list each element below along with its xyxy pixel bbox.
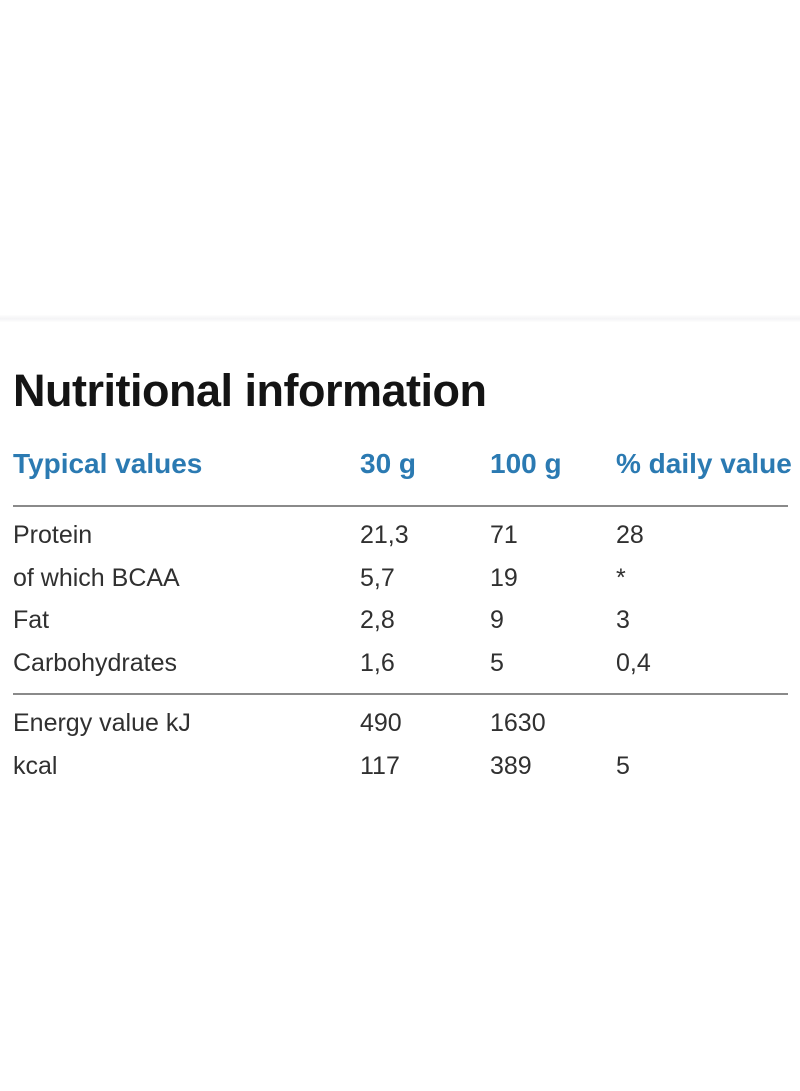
column-header-30g: 30 g — [360, 447, 417, 479]
column-header-typical-values: Typical values — [13, 447, 203, 479]
value-30g: 490 — [360, 709, 402, 738]
column-header-100g: 100 g — [490, 447, 562, 479]
row-label: of which BCAA — [13, 563, 180, 592]
table-row-bcaa: of which BCAA 5,7 19 * — [13, 557, 788, 600]
table-header-row: Typical values 30 g 100 g % daily value — [13, 447, 792, 505]
macronutrients-section: Protein 21,3 71 28 of which BCAA 5,7 19 … — [13, 507, 788, 693]
image-seam-divider — [0, 315, 800, 322]
page-title: Nutritional information — [13, 365, 487, 416]
value-100g: 19 — [490, 563, 518, 592]
nutrition-content: Nutritional information Typical values 3… — [0, 367, 800, 796]
value-100g: 71 — [490, 521, 518, 550]
value-30g: 117 — [360, 751, 400, 780]
table-row-kcal: kcal 117 389 5 — [13, 745, 788, 788]
table-row-fat: Fat 2,8 9 3 — [13, 600, 788, 643]
value-daily: * — [616, 563, 626, 592]
value-30g: 2,8 — [360, 606, 395, 635]
table-row-protein: Protein 21,3 71 28 — [13, 515, 788, 558]
value-daily: 3 — [616, 606, 630, 635]
row-label: Energy value kJ — [13, 709, 191, 738]
value-30g: 1,6 — [360, 648, 395, 677]
row-label: Fat — [13, 606, 50, 635]
row-label: kcal — [13, 751, 58, 780]
value-100g: 9 — [490, 606, 504, 635]
section-divider-line — [13, 692, 788, 695]
value-30g: 21,3 — [360, 521, 409, 550]
table-row-carbohydrates: Carbohydrates 1,6 5 0,4 — [13, 642, 788, 685]
value-30g: 5,7 — [360, 563, 395, 592]
value-100g: 389 — [490, 751, 532, 780]
value-daily: 5 — [616, 751, 630, 780]
value-daily: 0,4 — [616, 648, 651, 677]
value-100g: 5 — [490, 648, 504, 677]
value-daily: 28 — [616, 521, 644, 550]
header-divider-line — [13, 504, 788, 507]
value-100g: 1630 — [490, 709, 546, 738]
energy-section: Energy value kJ 490 1630 kcal 117 389 5 — [13, 695, 788, 796]
nutrition-table: Typical values 30 g 100 g % daily value … — [13, 447, 792, 796]
column-header-daily-value: % daily value — [616, 447, 792, 479]
row-label: Carbohydrates — [13, 648, 177, 677]
row-label: Protein — [13, 521, 93, 550]
table-row-energy-kj: Energy value kJ 490 1630 — [13, 703, 788, 746]
